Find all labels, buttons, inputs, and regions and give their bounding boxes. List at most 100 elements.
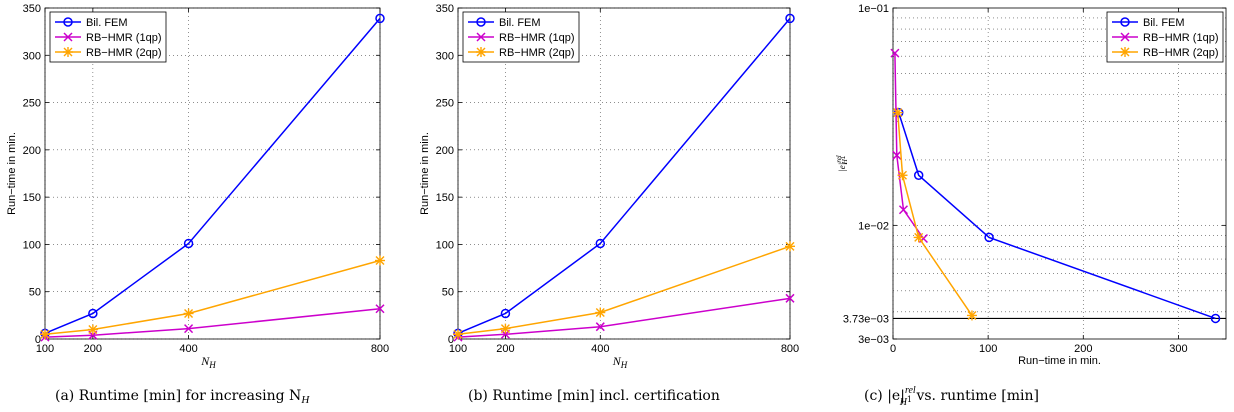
x-tick-label: 100: [36, 343, 54, 355]
marker-circle: [63, 17, 73, 27]
marker-star: [375, 255, 385, 266]
marker-circle: [183, 238, 194, 249]
legend-entry: RB−HMR (1qp): [1112, 32, 1219, 44]
marker-x: [892, 150, 902, 160]
series-line: [457, 297, 791, 338]
marker-x: [1120, 32, 1130, 42]
legend-label: RB−HMR (1qp): [86, 32, 162, 44]
x-tick-label: 400: [179, 343, 197, 355]
marker-star: [595, 307, 606, 318]
x-tick-label: 300: [1169, 343, 1187, 355]
marker-circle: [785, 13, 795, 24]
marker-stroke: [785, 293, 795, 303]
plot-area: [458, 8, 790, 339]
marker-stroke: [898, 205, 908, 215]
x-label-main: N: [612, 354, 622, 368]
legend-entry: RB−HMR (1qp): [468, 32, 575, 44]
marker-x: [184, 324, 194, 334]
y-tick-label: 100: [23, 239, 41, 251]
x-tick-label: 200: [1074, 343, 1092, 355]
marker-x: [63, 32, 73, 42]
y-tick-label: 50: [29, 287, 41, 299]
plot-area: [893, 8, 1226, 339]
y-tick-label: 300: [23, 50, 41, 62]
marker-circle: [1210, 313, 1221, 324]
series-line: [44, 259, 381, 336]
y-tick-label: 350: [436, 3, 454, 15]
series: [453, 241, 795, 340]
chart-b: 100 200 400 800 0 50 100 150 200 250 300 350 NH Run−t…: [419, 3, 799, 370]
legend: Bil. FEM RB−HMR (1qp) RB−HMR (2qp): [49, 11, 167, 63]
y-tick-label: 3e−03: [858, 334, 889, 346]
marker-stroke: [63, 32, 73, 42]
y-tick-label: 250: [23, 98, 41, 110]
legend-label: RB−HMR (2qp): [86, 47, 162, 59]
axes-frame: [44, 7, 381, 340]
marker-circle: [500, 308, 511, 319]
marker-star: [40, 329, 50, 340]
y-tick-label: 250: [436, 98, 454, 110]
x-axis-label: Run−time in min.: [1018, 355, 1101, 367]
caption-a: (a) Runtime [min] for increasing NH: [55, 388, 310, 406]
x-label-sub: H: [620, 360, 628, 370]
marker-x: [890, 48, 900, 58]
legend: Bil. FEM RB−HMR (1qp) RB−HMR (2qp): [462, 11, 580, 63]
y-label-sub: H: [841, 158, 849, 165]
legend-label: RB−HMR (2qp): [499, 47, 575, 59]
y-axis-label: |e|relH1: [835, 155, 849, 172]
x-tick-label: 800: [371, 343, 389, 355]
y-label-subsup: 1: [841, 155, 847, 159]
marker-x: [785, 293, 795, 303]
marker-circle: [476, 17, 486, 27]
caption-b: (b) Runtime [min] incl. certification: [468, 388, 720, 404]
marker-stroke: [1120, 32, 1130, 42]
legend-entry: Bil. FEM: [1112, 17, 1185, 29]
y-tick-label: 300: [436, 50, 454, 62]
x-axis-label: NH: [200, 354, 216, 370]
series-line: [457, 245, 791, 336]
x-label-main: N: [200, 354, 210, 368]
x-label-sub: H: [208, 360, 216, 370]
x-axis-label: NH: [612, 354, 628, 370]
marker-star: [892, 107, 903, 118]
series-line: [897, 112, 1216, 320]
x-tick-label: 400: [591, 343, 609, 355]
plot-area: [45, 8, 380, 339]
y-tick-label: 1e−01: [858, 3, 889, 15]
caption-c: (c) |e|rel H1 vs. runtime [min]: [864, 385, 1039, 408]
legend-label: Bil. FEM: [86, 17, 128, 29]
legend-label: RB−HMR (1qp): [1143, 32, 1219, 44]
y-tick-label: 100: [436, 239, 454, 251]
marker-x: [375, 304, 385, 314]
x-tick-label: 0: [890, 343, 896, 355]
x-tick-label: 800: [781, 343, 799, 355]
y-tick-label: 3.73e−03: [843, 313, 889, 325]
legend-label: Bil. FEM: [1143, 17, 1185, 29]
legend-label: RB−HMR (2qp): [1143, 47, 1219, 59]
marker-star: [87, 324, 98, 335]
marker-star: [63, 47, 73, 57]
marker-stroke: [892, 150, 902, 160]
marker-stroke: [184, 324, 194, 334]
y-axis-label: Run−time in min.: [6, 132, 18, 215]
chart-c: 0 100 200 300 3e−03 3.73e−03 1e−02 1e−01 Run−tim…: [835, 3, 1227, 367]
marker-star: [183, 308, 194, 319]
marker-star: [500, 323, 511, 334]
series-line: [894, 53, 925, 239]
series-line: [44, 307, 381, 338]
legend-entry: RB−HMR (1qp): [55, 32, 162, 44]
marker-x: [595, 322, 605, 332]
marker-circle: [913, 170, 924, 181]
series-line: [44, 17, 381, 335]
marker-star: [1120, 47, 1130, 57]
y-tick-label: 200: [436, 145, 454, 157]
marker-star: [453, 329, 463, 340]
series: [40, 255, 385, 340]
x-tick-label: 100: [979, 343, 997, 355]
y-tick-label: 350: [23, 3, 41, 15]
marker-circle: [1120, 17, 1130, 27]
axes-frame: [457, 7, 791, 340]
marker-stroke: [476, 32, 486, 42]
marker-x: [898, 205, 908, 215]
